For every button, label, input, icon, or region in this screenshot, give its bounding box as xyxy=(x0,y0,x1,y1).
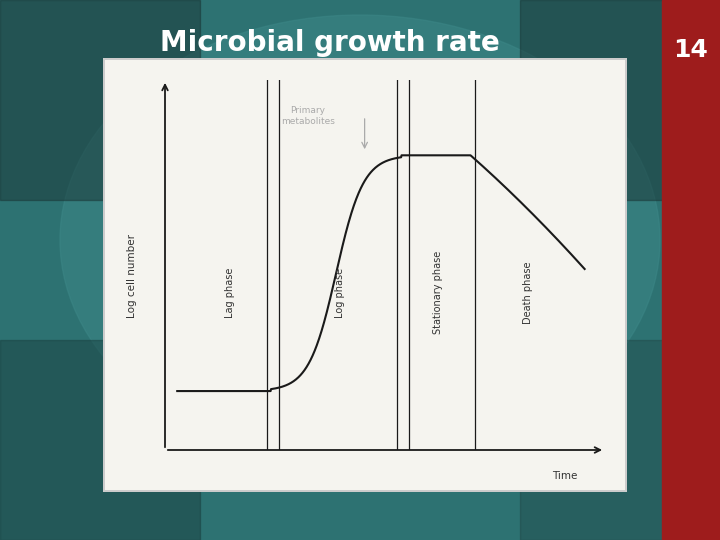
Bar xyxy=(103,58,627,492)
Text: Primary
metabolites: Primary metabolites xyxy=(281,106,335,126)
Text: Log phase: Log phase xyxy=(336,268,345,318)
Text: Death phase: Death phase xyxy=(523,261,533,324)
Bar xyxy=(0,340,200,540)
Text: Time: Time xyxy=(552,471,577,481)
Text: Log cell number: Log cell number xyxy=(127,234,138,319)
Text: Stationary phase: Stationary phase xyxy=(433,251,443,334)
Ellipse shape xyxy=(60,15,660,465)
Bar xyxy=(520,340,720,540)
Bar xyxy=(0,0,200,200)
Text: 14: 14 xyxy=(674,38,708,62)
Bar xyxy=(520,0,720,200)
Bar xyxy=(662,0,720,540)
Text: Lag phase: Lag phase xyxy=(225,268,235,318)
Bar xyxy=(105,60,625,490)
Text: Microbial growth rate: Microbial growth rate xyxy=(160,29,500,57)
